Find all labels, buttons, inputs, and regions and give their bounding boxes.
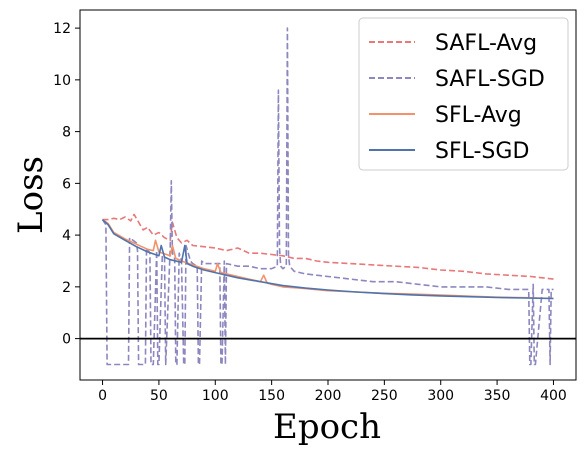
y-tick-label: 6: [62, 176, 71, 192]
y-tick-label: 2: [62, 280, 71, 296]
y-ticks: 0 2 4 6 8 10 12: [53, 21, 80, 348]
x-ticks: 0 50 100 150 200 250 300 350 400: [98, 380, 567, 404]
legend-label: SFL-SGD: [435, 139, 529, 164]
x-tick-label: 150: [258, 388, 285, 404]
y-tick-label: 0: [62, 332, 71, 348]
legend: SAFL-Avg SAFL-SGD SFL-Avg SFL-SGD: [358, 17, 569, 171]
x-tick-label: 300: [427, 388, 454, 404]
x-tick-label: 200: [315, 388, 342, 404]
series-line-sfl-sgd: [101, 219, 554, 300]
legend-label: SAFL-SGD: [435, 67, 545, 92]
y-tick-label: 4: [62, 228, 71, 244]
legend-label: SAFL-Avg: [435, 31, 537, 56]
x-tick-label: 100: [202, 388, 229, 404]
y-tick-label: 12: [53, 21, 71, 37]
x-axis-title: Epoch: [273, 407, 381, 447]
series-line-safl-sgd: [101, 27, 554, 366]
x-tick-label: 250: [371, 388, 398, 404]
x-tick-label: 0: [98, 388, 107, 404]
legend-label: SFL-Avg: [435, 103, 522, 128]
y-tick-label: 10: [53, 73, 71, 89]
series-layer: [101, 27, 554, 366]
y-axis-title: Loss: [11, 156, 51, 234]
x-tick-label: 350: [484, 388, 511, 404]
legend-box: [358, 17, 569, 171]
x-tick-label: 50: [150, 388, 168, 404]
y-tick-label: 8: [62, 125, 71, 141]
x-tick-label: 400: [540, 388, 567, 404]
